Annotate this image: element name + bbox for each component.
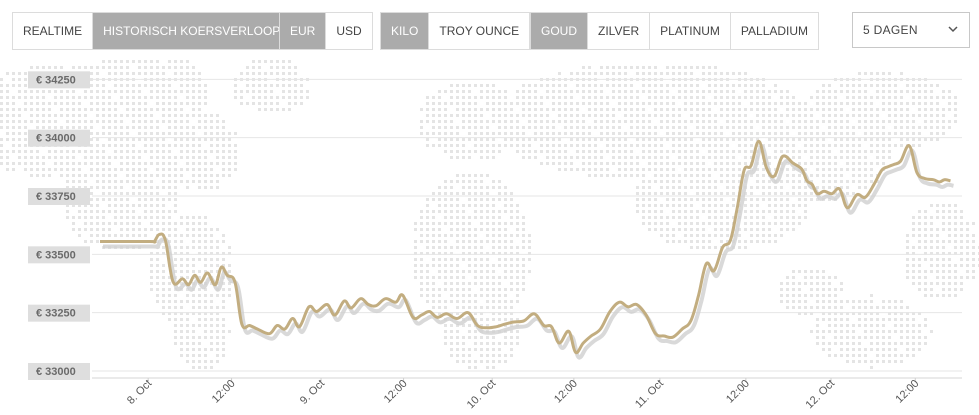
y-tick-box	[28, 71, 90, 89]
y-tick-label: € 33750	[36, 191, 76, 203]
series-shadow	[102, 144, 954, 360]
historical-button[interactable]: HISTORISCH KOERSVERLOOP	[93, 13, 291, 49]
usd-button[interactable]: USD	[336, 24, 362, 38]
y-tick-label: € 33500	[36, 249, 76, 261]
y-tick-label: € 34250	[36, 74, 76, 86]
period-select-label: 5 DAGEN	[863, 23, 918, 37]
y-axis-labels: € 34250 € 34000 € 33750 € 33500 € 33250 € 330…	[28, 71, 90, 380]
period-select[interactable]: 5 DAGEN	[852, 12, 970, 48]
price-line-shadow	[102, 144, 954, 360]
metal-toggle: GOUD ZILVER PLATINUM PALLADIUM	[530, 12, 820, 50]
y-tick-box	[28, 246, 90, 264]
platinum-button[interactable]: PLATINUM	[650, 13, 731, 49]
x-tick-label: 12:00	[552, 378, 580, 406]
series-line-gold	[99, 139, 951, 355]
palladium-button[interactable]: PALLADIUM	[740, 24, 809, 38]
price-line	[99, 139, 951, 355]
y-tick-label: € 33250	[36, 308, 76, 320]
mode-toggle: REALTIME HISTORISCH KOERSVERLOOP	[12, 12, 292, 50]
x-tick-label: 8. Oct	[125, 378, 154, 407]
chart-gridlines	[92, 78, 962, 379]
x-tick-label: 12. Oct	[804, 378, 838, 412]
realtime-button[interactable]: REALTIME	[13, 13, 94, 49]
silver-button[interactable]: ZILVER	[588, 13, 651, 49]
y-tick: € 34000	[28, 129, 90, 147]
y-tick: € 33750	[28, 188, 90, 205]
unit-toggle: KILO TROY OUNCE	[380, 12, 531, 50]
y-tick-box	[28, 129, 90, 147]
y-tick: € 33250	[28, 304, 90, 322]
y-tick-label: € 34000	[36, 133, 76, 145]
world-map-background	[0, 60, 979, 369]
x-tick-label: 9. Oct	[298, 378, 327, 407]
x-axis-labels: 8. Oct 12:00 9. Oct 12:00 10. Oct 12:00 11. Oc…	[125, 378, 921, 412]
y-tick-box	[28, 304, 90, 322]
x-tick-label: 10. Oct	[465, 378, 499, 412]
x-tick-label: 12:00	[210, 378, 238, 406]
y-tick: € 33500	[28, 246, 90, 264]
x-tick-label: 12:00	[893, 378, 921, 406]
y-tick-label: € 33000	[36, 366, 76, 378]
y-tick-box	[28, 188, 90, 205]
troy-ounce-button[interactable]: TROY OUNCE	[439, 24, 520, 38]
chevron-down-icon	[948, 26, 958, 33]
x-tick-label: 12:00	[724, 378, 752, 406]
y-tick-box	[28, 363, 90, 380]
map-dots	[0, 60, 979, 369]
kilo-button[interactable]: KILO	[381, 13, 430, 49]
y-tick: € 33000	[28, 363, 90, 380]
y-tick: € 34250	[28, 71, 90, 89]
x-tick-label: 11. Oct	[633, 378, 666, 411]
x-tick-label: 12:00	[382, 378, 410, 406]
gold-button[interactable]: GOUD	[531, 13, 588, 49]
currency-toggle: EUR USD	[279, 12, 373, 50]
eur-button[interactable]: EUR	[280, 13, 327, 49]
